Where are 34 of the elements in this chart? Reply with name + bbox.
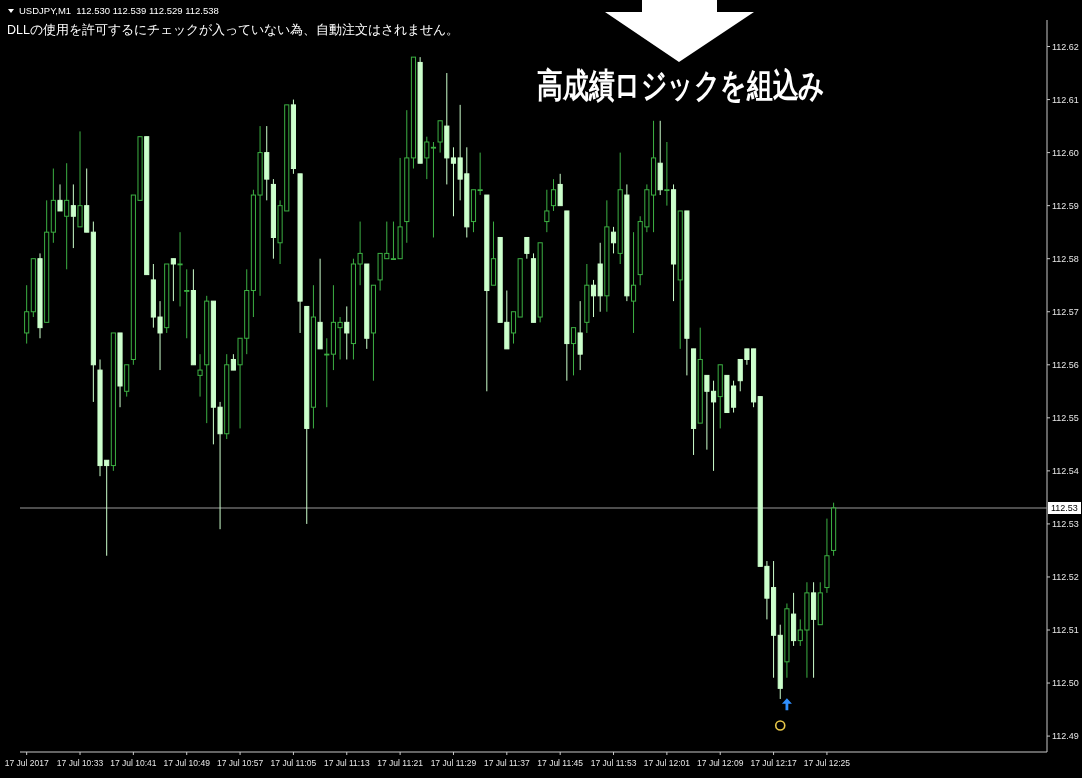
x-tick-label: 17 Jul 12:25 — [803, 758, 851, 768]
x-tick-label: 17 Jul 12:17 — [750, 758, 797, 768]
annotation: 高成績ロジックを組込み — [537, 66, 825, 104]
subtitle: DLLの使用を許可するにチェックが入っていない為、自動注文はされません。 — [7, 23, 459, 37]
x-tick-label: 17 Jul 11:53 — [590, 758, 637, 768]
title: USDJPY,M1 112.530 112.539 112.529 112.538 — [19, 5, 219, 16]
x-tick-label: 17 Jul 10:33 — [56, 758, 104, 768]
x-tick-label: 17 Jul 11:21 — [377, 758, 423, 768]
y-tick-label: 112.61 — [1052, 94, 1079, 105]
y-tick-label: 112.49 — [1052, 731, 1079, 742]
price-label: 112.53 — [1048, 502, 1081, 514]
y-tick-label: 112.57 — [1052, 306, 1079, 317]
x-tick-label: 17 Jul 11:37 — [484, 758, 530, 768]
x-tick-label: 17 Jul 12:09 — [697, 758, 744, 768]
x-tick-label: 17 Jul 12:01 — [643, 758, 691, 768]
y-tick-label: 112.56 — [1052, 359, 1079, 370]
x-tick-label: 17 Jul 11:29 — [430, 758, 477, 768]
y-tick-label: 112.52 — [1052, 571, 1079, 582]
y-tick-label: 112.55 — [1052, 412, 1079, 423]
y-tick-label: 112.53 — [1052, 518, 1079, 529]
y-tick-label: 112.62 — [1052, 41, 1079, 52]
x-tick-label: 17 Jul 11:05 — [270, 758, 317, 768]
y-tick-label: 112.50 — [1052, 678, 1079, 689]
y-tick-label: 112.58 — [1052, 253, 1079, 264]
y-tick-label: 112.51 — [1052, 625, 1079, 635]
x-tick-label: 17 Jul 2017 — [4, 758, 49, 768]
y-tick-label: 112.59 — [1052, 200, 1079, 211]
x-tick-label: 17 Jul 11:13 — [323, 758, 370, 768]
x-tick-label: 17 Jul 10:49 — [163, 758, 210, 768]
y-tick-label: 112.60 — [1052, 147, 1079, 158]
x-tick-label: 17 Jul 11:45 — [537, 758, 583, 768]
x-tick-label: 17 Jul 10:41 — [110, 758, 157, 768]
x-tick-label: 17 Jul 10:57 — [216, 758, 264, 768]
y-tick-label: 112.54 — [1052, 465, 1079, 476]
